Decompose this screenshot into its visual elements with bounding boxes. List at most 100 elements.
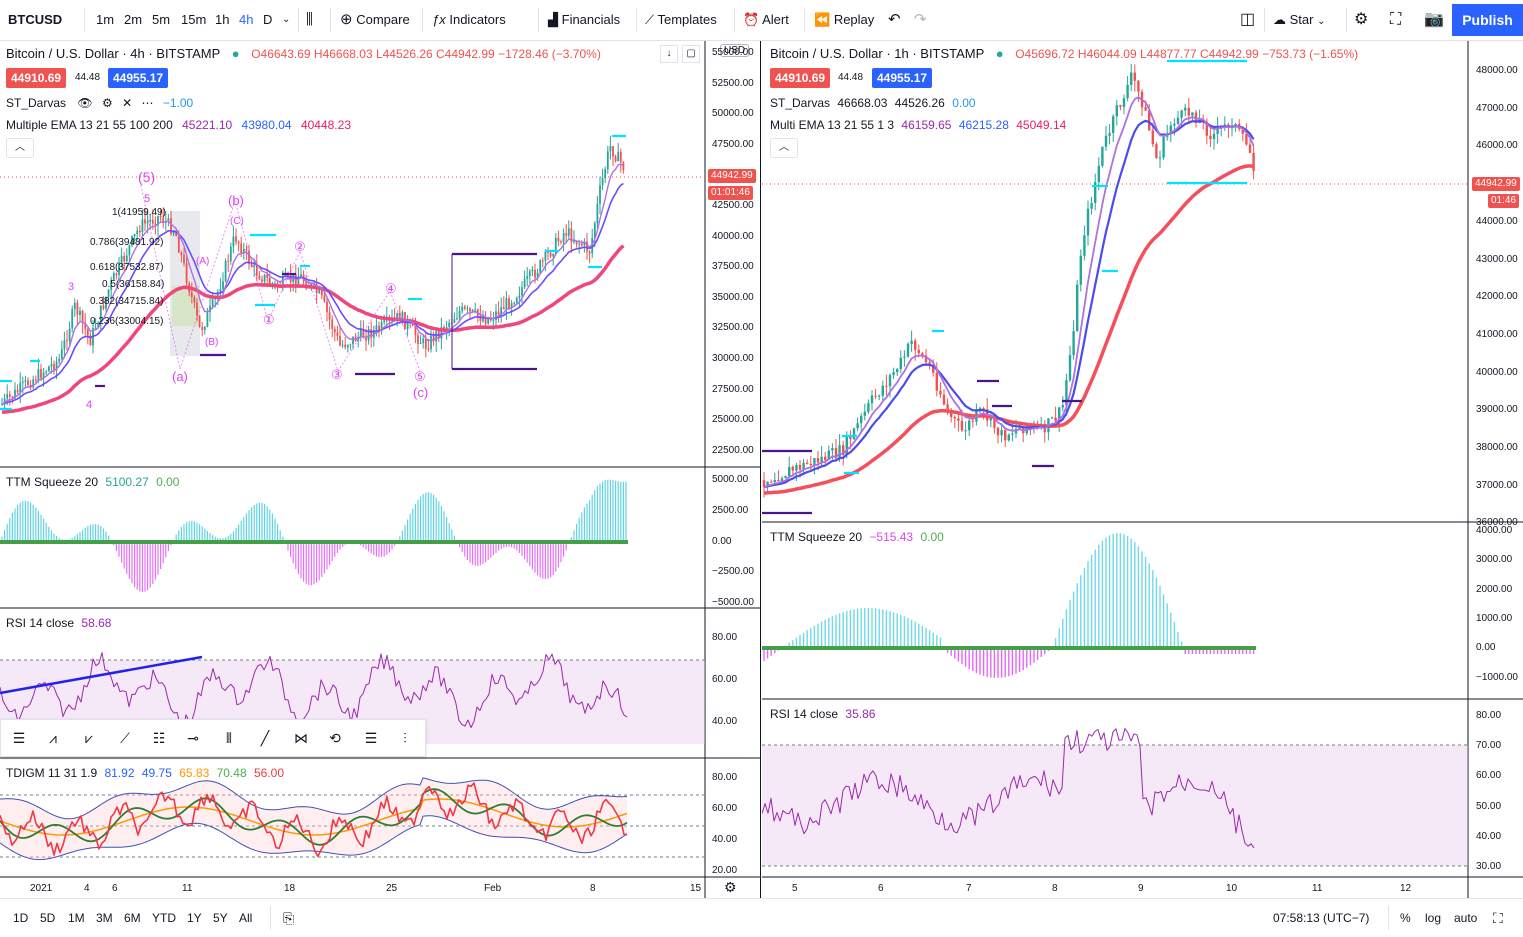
line-icon[interactable]: ╱	[260, 730, 270, 746]
maximize-pane-icon[interactable]: ▢	[682, 45, 700, 63]
elliott-correction-icon[interactable]: ⩗	[85, 730, 93, 746]
auto-scale-toggle[interactable]: auto	[1454, 911, 1478, 925]
fullscreen-icon[interactable]: ⛶	[1493, 910, 1503, 926]
drag-handle-icon[interactable]: ☰	[12, 730, 26, 746]
price-range-icon[interactable]: ⫴	[226, 730, 232, 746]
range-1d[interactable]: 1D	[13, 911, 29, 925]
right-rsi-legend[interactable]: RSI 14 close 35.86	[770, 707, 875, 721]
interval-d[interactable]: D	[263, 12, 273, 27]
elliott-label[interactable]: (c)	[413, 385, 429, 400]
symbol-search[interactable]: BTCUSD	[8, 12, 63, 27]
scroll-down-icon[interactable]: ↓	[660, 45, 678, 63]
horizontal-ray-icon[interactable]: ⊸	[187, 730, 199, 746]
interval-5m[interactable]: 5m	[152, 12, 171, 27]
right-ttm-legend[interactable]: TTM Squeeze 20 −515.43 0.00	[770, 530, 944, 544]
compare-button[interactable]: ⊕ Compare	[340, 0, 410, 40]
elliott-label[interactable]: (a)	[172, 369, 188, 384]
elliott-label[interactable]: (5)	[138, 169, 156, 185]
fib-level-label[interactable]: 0.382(34715.84)	[90, 296, 164, 307]
fib-level-label[interactable]: 0.618(37532.87)	[90, 262, 164, 273]
interval-15m[interactable]: 15m	[181, 12, 207, 27]
log-scale-toggle[interactable]: log	[1425, 911, 1442, 925]
fib-level-label[interactable]: 0.236(33004.15)	[90, 316, 164, 327]
range-all[interactable]: All	[239, 911, 253, 925]
clock-timezone[interactable]: 07:58:13 (UTC−7)	[1273, 911, 1370, 925]
parallel-channel-icon[interactable]: ☰	[364, 730, 378, 746]
elliott-label[interactable]: 4	[86, 399, 93, 411]
left-ask-badge[interactable]: 44955.17	[108, 68, 169, 88]
left-tdi-legend[interactable]: TDIGM 11 31 1.9 81.92 49.75 65.83 70.48 …	[6, 766, 284, 780]
left-chart-canvas[interactable]	[0, 41, 760, 898]
collapse-legend-button[interactable]: ︿	[770, 138, 798, 158]
elliott-label[interactable]: (C)	[230, 216, 244, 227]
range-5y[interactable]: 5Y	[213, 911, 228, 925]
elliott-label[interactable]: ③	[331, 367, 343, 382]
gear-icon[interactable]: ⚙	[1354, 11, 1369, 28]
camera-icon[interactable]: 📷	[1424, 11, 1444, 28]
fib-level-label[interactable]: 0.786(39481.92)	[90, 237, 164, 248]
right-chart-canvas[interactable]	[762, 41, 1523, 898]
right-chart-panel[interactable]: Bitcoin / U.S. Dollar · 1h · BITSTAMP ● …	[762, 41, 1523, 898]
elliott-label[interactable]: ⑤	[414, 369, 426, 384]
elliott-label[interactable]: 5	[144, 193, 151, 205]
elliott-impulse-icon[interactable]: ⩘	[49, 730, 57, 746]
replay-button[interactable]: ⏪ Replay	[814, 0, 874, 40]
left-bid-badge[interactable]: 44910.69	[6, 68, 67, 88]
elliott-label[interactable]: 3	[68, 281, 75, 293]
elliott-label[interactable]: (b)	[228, 193, 244, 208]
percent-scale-toggle[interactable]: %	[1400, 911, 1411, 925]
elliott-label[interactable]: (A)	[196, 256, 210, 267]
elliott-label[interactable]: ④	[385, 281, 397, 296]
range-1m[interactable]: 1M	[68, 911, 85, 925]
left-chart-panel[interactable]: Bitcoin / U.S. Dollar · 4h · BITSTAMP ● …	[0, 41, 761, 898]
range-3m[interactable]: 3M	[96, 911, 113, 925]
range-ytd[interactable]: YTD	[152, 911, 176, 925]
circle-arrow-icon[interactable]: ⟲	[329, 730, 341, 746]
pitchfork-icon[interactable]: ⫶	[403, 730, 407, 746]
collapse-legend-button[interactable]: ︿	[6, 138, 34, 158]
left-darvas-legend[interactable]: ST_Darvas 👁 ⚙ ✕ ⋯ −1.00	[6, 96, 193, 110]
indicators-button[interactable]: ƒx Indicators	[432, 0, 506, 40]
layout-select-icon[interactable]: ◫	[1240, 11, 1256, 28]
pattern-icon[interactable]: ⋈	[294, 730, 308, 746]
elliott-label[interactable]: (B)	[205, 337, 219, 348]
redo-icon[interactable]: ↷	[914, 11, 927, 28]
left-ttm-legend[interactable]: TTM Squeeze 20 5100.27 0.00	[6, 475, 179, 489]
chart-type-candles-icon[interactable]: ⫼	[306, 11, 313, 28]
publish-button[interactable]: Publish	[1452, 4, 1523, 36]
fullscreen-icon[interactable]: ⛶	[1390, 11, 1402, 28]
range-6m[interactable]: 6M	[124, 911, 141, 925]
layout-name-button[interactable]: ☁ Star ⌄	[1273, 0, 1325, 40]
right-ask-badge[interactable]: 44955.17	[872, 68, 933, 88]
elliott-label[interactable]: ②	[294, 239, 306, 254]
range-5d[interactable]: 5D	[40, 911, 56, 925]
more-icon[interactable]: ⋯	[141, 96, 154, 110]
interval-dropdown-icon[interactable]: ⌄	[282, 14, 291, 25]
right-bid-badge[interactable]: 44910.69	[770, 68, 831, 88]
currency-label[interactable]: USD	[720, 44, 750, 57]
interval-2m[interactable]: 2m	[124, 12, 143, 27]
right-ema-legend[interactable]: Multi EMA 13 21 55 1 3 46159.65 46215.28…	[770, 118, 1066, 132]
elliott-label[interactable]: ①	[263, 312, 275, 327]
undo-icon[interactable]: ↶	[888, 11, 901, 28]
eye-icon[interactable]: 👁	[77, 96, 93, 110]
interval-1h[interactable]: 1h	[215, 12, 230, 27]
alert-button[interactable]: ⏰ Alert	[743, 0, 789, 40]
right-darvas-legend[interactable]: ST_Darvas 46668.03 44526.26 0.00	[770, 96, 976, 110]
fib-retracement-icon[interactable]: ☷	[152, 730, 166, 746]
fib-level-label[interactable]: 0.5(36158.84)	[102, 279, 165, 290]
ema-value-1: 46159.65	[901, 118, 952, 132]
templates-button[interactable]: ⟋ Templates	[645, 0, 717, 40]
range-1y[interactable]: 1Y	[187, 911, 202, 925]
fib-level-label[interactable]: 1(41959.49)	[112, 207, 166, 218]
interval-4h[interactable]: 4h	[239, 12, 254, 27]
goto-date-icon[interactable]: ⎘	[283, 910, 295, 926]
gear-icon[interactable]: ⚙	[101, 96, 113, 110]
financials-button[interactable]: ▟ Financials	[548, 0, 620, 40]
trend-line-icon[interactable]: ⟋	[120, 730, 130, 746]
close-icon[interactable]: ✕	[122, 96, 133, 110]
left-rsi-legend[interactable]: RSI 14 close 58.68	[6, 616, 111, 630]
left-ema-legend[interactable]: Multiple EMA 13 21 55 100 200 45221.10 4…	[6, 118, 351, 132]
interval-1m[interactable]: 1m	[96, 12, 115, 27]
gear-icon[interactable]: ⚙	[724, 879, 737, 895]
